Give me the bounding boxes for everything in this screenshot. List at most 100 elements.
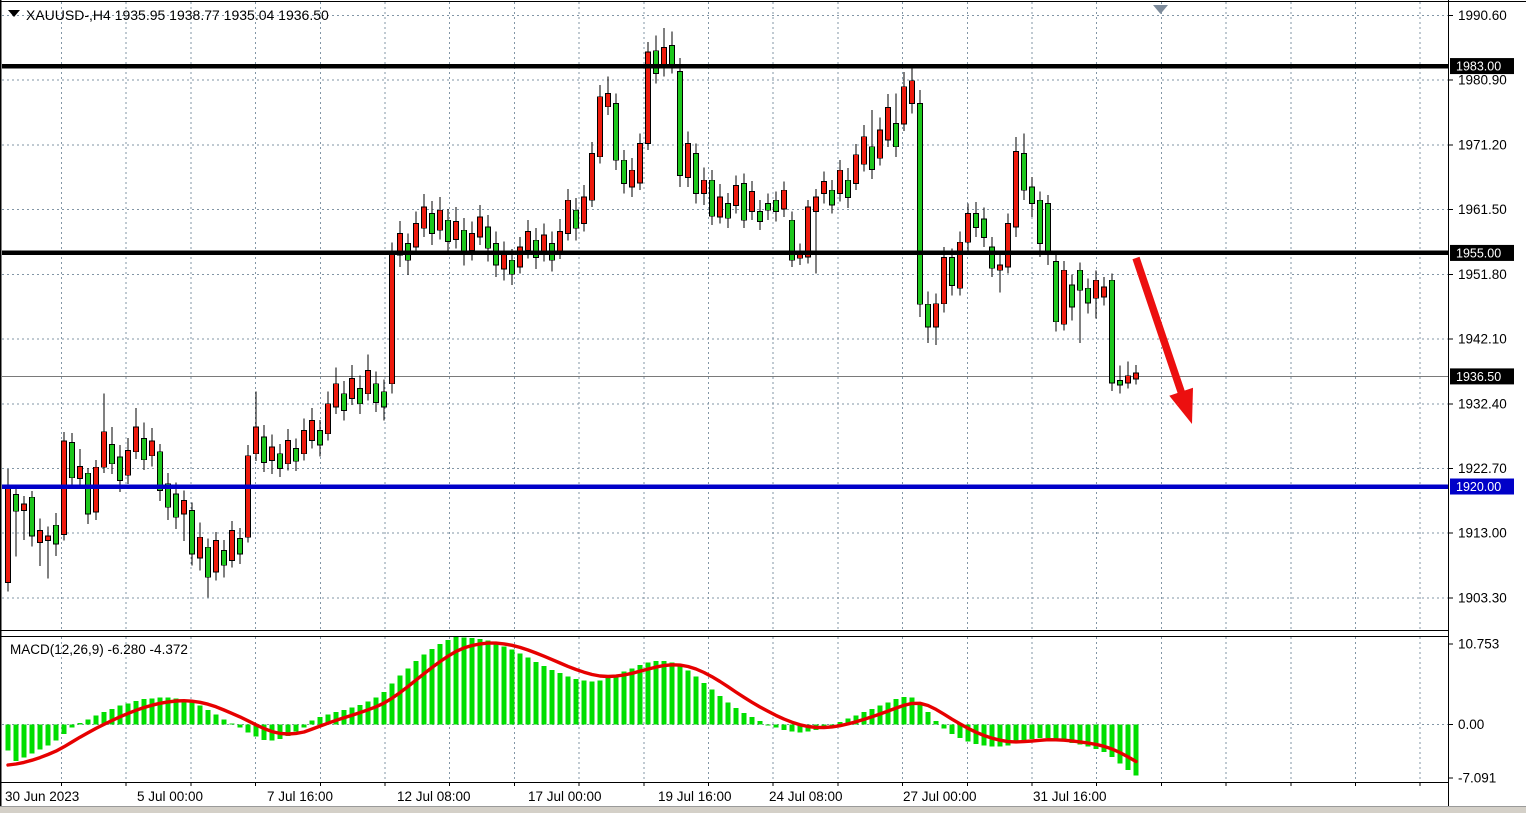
- macd-bar: [253, 724, 259, 737]
- candle-body: [29, 496, 35, 537]
- macd-bar: [701, 682, 707, 725]
- candle-body: [901, 86, 907, 125]
- macd-bar: [893, 699, 899, 725]
- price-axis[interactable]: 1990.60 1980.90 1971.20 1961.50 1951.80 1942.…: [1448, 8, 1514, 606]
- candle-body: [1125, 375, 1131, 384]
- candle-body: [917, 103, 923, 305]
- candle-body: [381, 391, 387, 408]
- candle-body: [501, 253, 507, 270]
- candle-body: [693, 153, 699, 194]
- candle-body: [645, 51, 651, 144]
- macd-bar: [1013, 724, 1019, 744]
- candle-body: [101, 431, 107, 468]
- macd-signal-line: [6, 641, 1138, 767]
- candle-body: [629, 169, 635, 188]
- candle-body: [829, 189, 835, 206]
- macd-bar: [661, 660, 667, 725]
- candle-body: [1085, 287, 1091, 304]
- macd-bar: [941, 724, 947, 729]
- macd-bar: [13, 724, 19, 761]
- time-axis[interactable]: 30 Jun 2023 5 Jul 00:00 7 Jul 16:00 12 Jul …: [5, 782, 1421, 804]
- candle-body: [533, 239, 539, 259]
- price-tick-label: 1922.70: [1458, 461, 1507, 476]
- macd-bar: [645, 662, 651, 725]
- macd-bar: [181, 700, 187, 725]
- macd-bar: [1061, 724, 1067, 742]
- candle-body: [461, 229, 467, 255]
- price-badge: [1450, 478, 1514, 495]
- macd-bar: [565, 676, 571, 725]
- candle-body: [869, 146, 875, 170]
- price-badge-label: 1920.00: [1456, 480, 1501, 494]
- candle-body: [1077, 269, 1083, 291]
- candle-body: [229, 530, 235, 561]
- candle-body: [309, 420, 315, 441]
- macd-tick-label: 0.00: [1458, 717, 1484, 732]
- macd-bar: [797, 724, 803, 733]
- macd-bar: [653, 660, 659, 725]
- macd-bar: [413, 660, 419, 725]
- macd-bar: [301, 724, 307, 728]
- macd-bar: [901, 696, 907, 725]
- candle-body: [525, 231, 531, 251]
- candle-body: [77, 466, 83, 479]
- macd-bar: [221, 719, 227, 725]
- candle-body: [389, 251, 395, 385]
- candle-body: [1021, 153, 1027, 191]
- candle-body: [285, 440, 291, 465]
- macd-bar: [845, 718, 851, 725]
- candle-body: [1037, 199, 1043, 244]
- macd-bar: [725, 702, 731, 725]
- macd-bar: [693, 676, 699, 725]
- candle-body: [301, 430, 307, 455]
- candle-body: [333, 383, 339, 408]
- candlestick-series[interactable]: [5, 28, 1139, 598]
- candle-body: [909, 80, 915, 104]
- macd-bar: [237, 724, 243, 728]
- price-badge: [1450, 244, 1514, 261]
- candle-body: [853, 154, 859, 184]
- border-line: [1, 636, 1449, 637]
- candle-body: [669, 44, 675, 66]
- time-tick-label: 31 Jul 16:00: [1033, 789, 1107, 804]
- macd-bar: [733, 708, 739, 725]
- candle-body: [413, 223, 419, 248]
- candle-body: [965, 213, 971, 243]
- candle-body: [173, 493, 179, 518]
- candle-body: [509, 259, 515, 275]
- macd-bar: [917, 703, 923, 725]
- border-line: [0, 0, 2, 806]
- down-arrow-annotation[interactable]: [1132, 256, 1193, 424]
- horizontal-level-lines[interactable]: [2, 63, 1448, 489]
- candle-body: [373, 383, 379, 403]
- chart-shift-marker-icon[interactable]: [1153, 5, 1168, 14]
- candle-body: [997, 264, 1003, 271]
- macd-bar: [885, 702, 891, 725]
- macd-bar: [21, 724, 27, 758]
- candle-body: [885, 107, 891, 141]
- candle-body: [1045, 203, 1051, 253]
- macd-bar: [525, 657, 531, 725]
- candle-body: [1061, 269, 1067, 325]
- candle-body: [1053, 261, 1059, 323]
- price-tick-label: 1932.40: [1458, 396, 1507, 411]
- macd-bar: [997, 724, 1003, 747]
- macd-bar: [1077, 724, 1083, 745]
- candle-body: [1093, 279, 1099, 299]
- arrow-shaft: [1132, 256, 1186, 397]
- candle-body: [45, 535, 51, 541]
- symbol-dropdown-icon[interactable]: [8, 10, 20, 17]
- candle-body: [5, 487, 11, 584]
- candle-body: [429, 213, 435, 234]
- macd-axis[interactable]: 10.753 0.00 -7.091: [1448, 637, 1499, 786]
- macd-bar: [605, 678, 611, 725]
- macd-bar: [757, 721, 763, 725]
- macd-bar: [261, 724, 267, 740]
- macd-bar: [285, 724, 291, 736]
- macd-bar: [973, 724, 979, 744]
- candle-body: [749, 191, 755, 212]
- candle-body: [1133, 372, 1139, 380]
- candle-body: [165, 483, 171, 508]
- macd-bar: [1085, 724, 1091, 747]
